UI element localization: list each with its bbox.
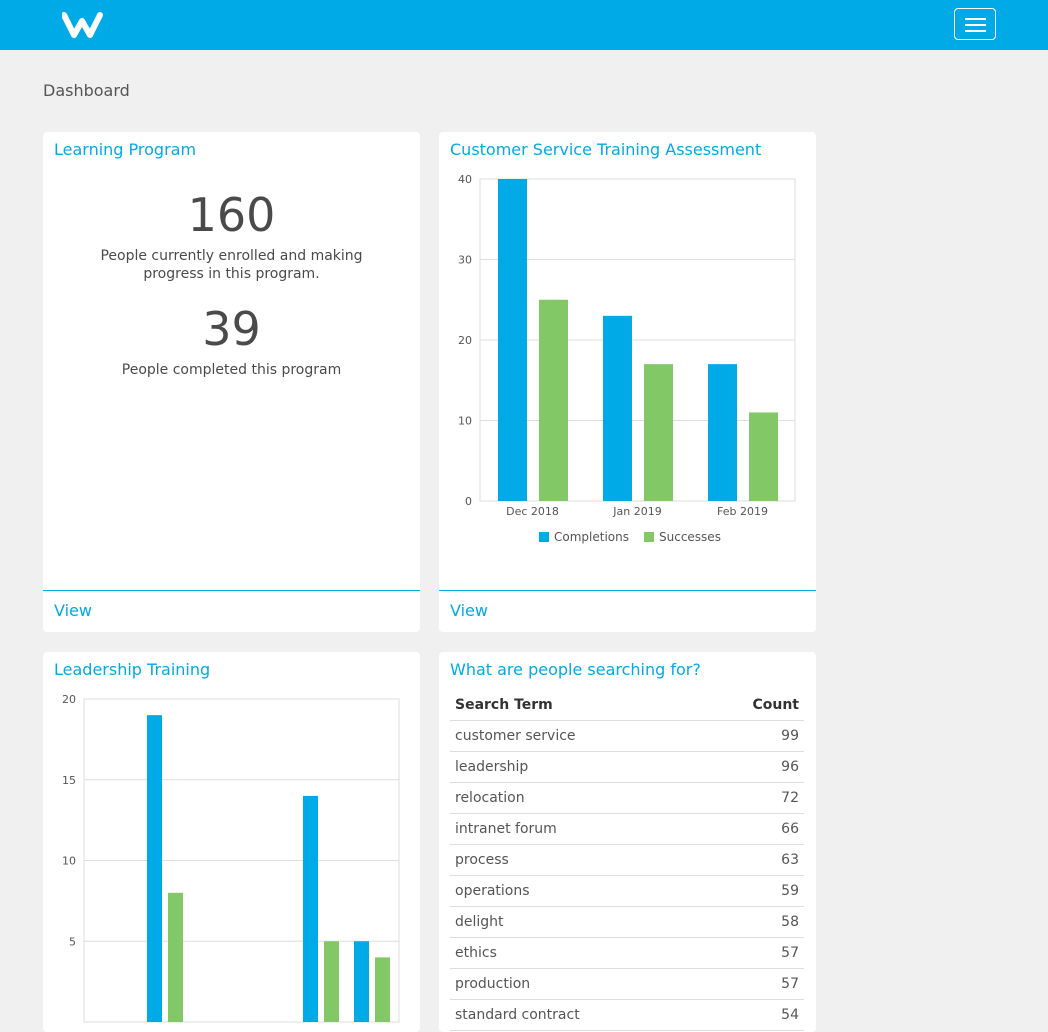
bar	[324, 941, 339, 1022]
cs-assessment-card: Customer Service Training Assessment 0 10…	[439, 132, 816, 632]
card-title: Customer Service Training Assessment	[450, 140, 762, 159]
logo-icon[interactable]	[62, 11, 110, 39]
search-terms-card: What are people searching for? Search Te…	[439, 652, 816, 1032]
card-title: Leadership Training	[54, 660, 211, 679]
search-terms-table: Search Term Count customer service 99 lead…	[450, 690, 804, 1031]
table-row: process 63	[450, 844, 804, 876]
card-title: What are people searching for?	[450, 660, 701, 679]
legend-swatch	[539, 532, 549, 542]
page-title: Dashboard	[43, 81, 130, 100]
search-term-cell: leadership	[450, 751, 700, 783]
bar	[354, 941, 369, 1022]
y-tick-label: 15	[62, 774, 76, 787]
count-cell: 66	[699, 813, 804, 845]
table-row: customer service 99	[450, 720, 804, 752]
bar	[749, 412, 778, 501]
search-term-cell: customer service	[450, 720, 700, 752]
bar	[375, 957, 390, 1022]
table-row: intranet forum 66	[450, 813, 804, 845]
count-cell: 99	[699, 720, 804, 752]
view-link[interactable]: View	[54, 601, 92, 620]
count-cell: 54	[699, 999, 804, 1031]
card-footer: View	[439, 590, 816, 632]
search-term-cell: production	[450, 968, 700, 1000]
bar	[603, 315, 632, 501]
legend-label: Successes	[659, 530, 721, 544]
count-cell: 57	[699, 968, 804, 1000]
bar	[168, 892, 183, 1022]
table-row: operations 59	[450, 875, 804, 907]
count-cell: 59	[699, 875, 804, 907]
x-tick-label: Feb 2019	[717, 505, 768, 518]
bar	[644, 364, 673, 501]
cs-assessment-chart: 0 10 20 30 40 Dec 2018 Jan 2019 Feb 2019 Complet…	[458, 173, 796, 544]
y-tick-label: 10	[458, 415, 472, 428]
bar	[147, 715, 162, 1022]
count-cell: 57	[699, 937, 804, 969]
bar	[498, 179, 527, 501]
search-term-cell: relocation	[450, 782, 700, 814]
learning-program-card: Learning Program 160 People currently en…	[43, 132, 420, 632]
leadership-chart: 5 10 15 20	[62, 693, 400, 1023]
count-cell: 96	[699, 751, 804, 783]
search-term-cell: process	[450, 844, 700, 876]
card-footer: View	[43, 590, 420, 632]
search-term-cell: standard contract	[450, 999, 700, 1031]
bar	[708, 364, 737, 501]
hamburger-menu-icon[interactable]	[954, 8, 996, 40]
col-count[interactable]: Count	[699, 690, 804, 721]
x-tick-label: Dec 2018	[506, 505, 559, 518]
y-tick-label: 40	[458, 173, 472, 186]
count-cell: 72	[699, 782, 804, 814]
top-navbar	[0, 0, 1048, 50]
completed-count: 39	[202, 302, 261, 356]
table-row: production 57	[450, 968, 804, 1000]
bar	[303, 795, 318, 1022]
search-term-cell: operations	[450, 875, 700, 907]
table-row: standard contract 54	[450, 999, 804, 1031]
legend-swatch	[644, 532, 654, 542]
search-term-cell: delight	[450, 906, 700, 938]
table-row: relocation 72	[450, 782, 804, 814]
legend-label: Completions	[554, 530, 629, 544]
y-tick-label: 5	[69, 935, 76, 948]
y-tick-label: 0	[465, 495, 472, 508]
table-header-row: Search Term Count	[450, 690, 804, 721]
enrolled-text: People currently enrolled and making pro…	[100, 248, 363, 282]
x-tick-label: Jan 2019	[612, 505, 661, 518]
leadership-card: Leadership Training 5 10 15 20	[43, 652, 420, 1032]
y-tick-label: 20	[62, 693, 76, 706]
table-row: ethics 57	[450, 937, 804, 969]
card-title: Learning Program	[54, 140, 197, 159]
search-term-cell: ethics	[450, 937, 700, 969]
col-search-term[interactable]: Search Term	[450, 690, 700, 721]
search-term-cell: intranet forum	[450, 813, 700, 845]
table-row: leadership 96	[450, 751, 804, 783]
y-tick-label: 20	[458, 334, 472, 347]
y-tick-label: 30	[458, 254, 472, 267]
bar	[539, 299, 568, 501]
y-tick-label: 10	[62, 855, 76, 868]
table-row: delight 58	[450, 906, 804, 938]
completed-text: People completed this program	[121, 362, 342, 378]
count-cell: 58	[699, 906, 804, 938]
count-cell: 63	[699, 844, 804, 876]
view-link[interactable]: View	[450, 601, 488, 620]
enrolled-count: 160	[187, 188, 276, 242]
